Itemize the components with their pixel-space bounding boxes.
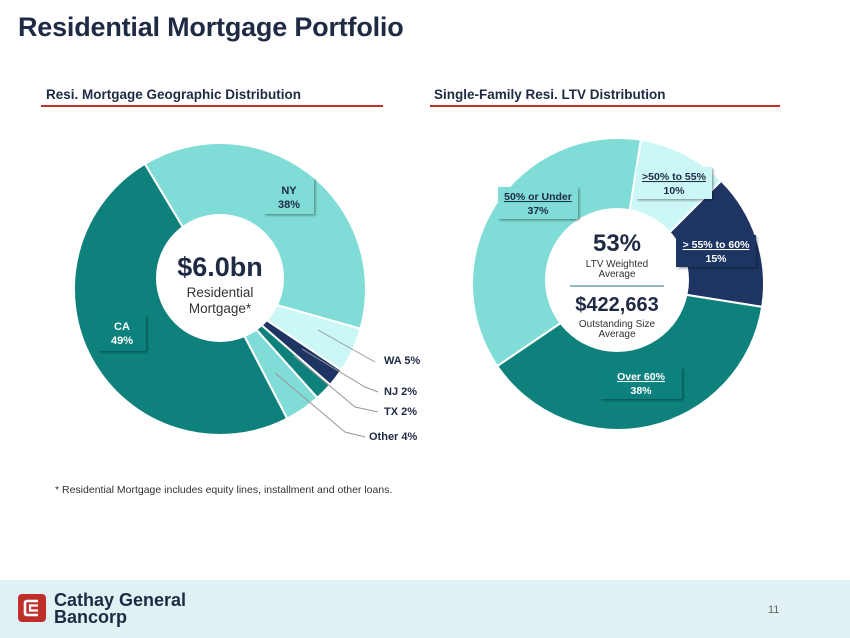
geo-chart-title: Resi. Mortgage Geographic Distribution: [46, 87, 302, 102]
page-number: 11: [768, 604, 780, 616]
company-name-line1: Cathay General: [54, 590, 187, 610]
ny-label: NY: [281, 185, 297, 197]
company-name-line2: Bancorp: [54, 607, 128, 627]
ltv-50-55-value: 10%: [663, 185, 685, 197]
geo-donut-hole: [156, 214, 284, 342]
wa-leader: [317, 329, 376, 363]
ltv-50-under-value: 37%: [527, 205, 549, 217]
ltv-slice-over-60: [495, 282, 764, 431]
ca-label: CA: [114, 321, 130, 333]
page-title: Residential Mortgage Portfolio: [18, 12, 404, 42]
ltv-50-under-box: [498, 187, 578, 219]
ltv-over-60-box: [600, 367, 682, 399]
tx-leader: [293, 355, 379, 413]
avg-size-label-2: Average: [598, 329, 636, 340]
ltv-title-divider: [430, 105, 780, 107]
cathay-logo-icon: [18, 594, 46, 622]
nj-label: NJ 2%: [384, 386, 417, 398]
other-label: Other 4%: [369, 431, 418, 443]
wa-label: WA 5%: [384, 355, 420, 367]
ltv-over-60-value: 38%: [630, 385, 652, 397]
ltv-chart-title: Single-Family Resi. LTV Distribution: [434, 87, 666, 102]
avg-size-value: $422,663: [575, 294, 658, 316]
company-name: Cathay General Bancorp: [54, 590, 187, 627]
footnote: * Residential Mortgage includes equity l…: [55, 484, 393, 496]
ny-label-box: [264, 178, 314, 214]
geo-labels: NY 38% CA 49% WA 5% NJ 2% TX 2% Other 4%: [98, 178, 420, 443]
ltv-weighted-value: 53%: [593, 230, 641, 257]
ltv-weighted-label-2: Average: [598, 269, 636, 280]
tx-label: TX 2%: [384, 406, 417, 418]
geo-total-amount: $6.0bn: [177, 252, 263, 282]
ltv-over-60-label: Over 60%: [617, 371, 666, 383]
nj-leader: [301, 348, 379, 393]
footer-bar: [0, 580, 850, 638]
geo-center-label-2: Mortgage*: [189, 301, 252, 316]
ltv-labels: >50% to 55% 10% > 55% to 60% 15% Over 60…: [498, 167, 756, 399]
ltv-55-60-label: > 55% to 60%: [683, 239, 750, 251]
ltv-50-55-label: >50% to 55%: [642, 171, 707, 183]
ltv-weighted-label-1: LTV Weighted: [586, 259, 648, 270]
ltv-50-55-box: [636, 167, 712, 199]
geo-title-divider: [41, 105, 383, 107]
other-leader: [274, 372, 366, 438]
avg-size-label-1: Outstanding Size: [579, 319, 656, 330]
ltv-55-60-box: [676, 235, 756, 267]
ny-value: 38%: [278, 199, 300, 211]
charts-canvas: $6.0bn Residential Mortgage* NY 38% CA 4…: [72, 137, 765, 443]
ltv-donut-hole: [545, 208, 689, 352]
ltv-55-60-value: 15%: [705, 253, 727, 265]
ca-value: 49%: [111, 335, 133, 347]
ltv-50-under-label: 50% or Under: [504, 191, 572, 203]
ca-label-box: [98, 315, 146, 351]
geo-center-label-1: Residential: [187, 285, 254, 300]
